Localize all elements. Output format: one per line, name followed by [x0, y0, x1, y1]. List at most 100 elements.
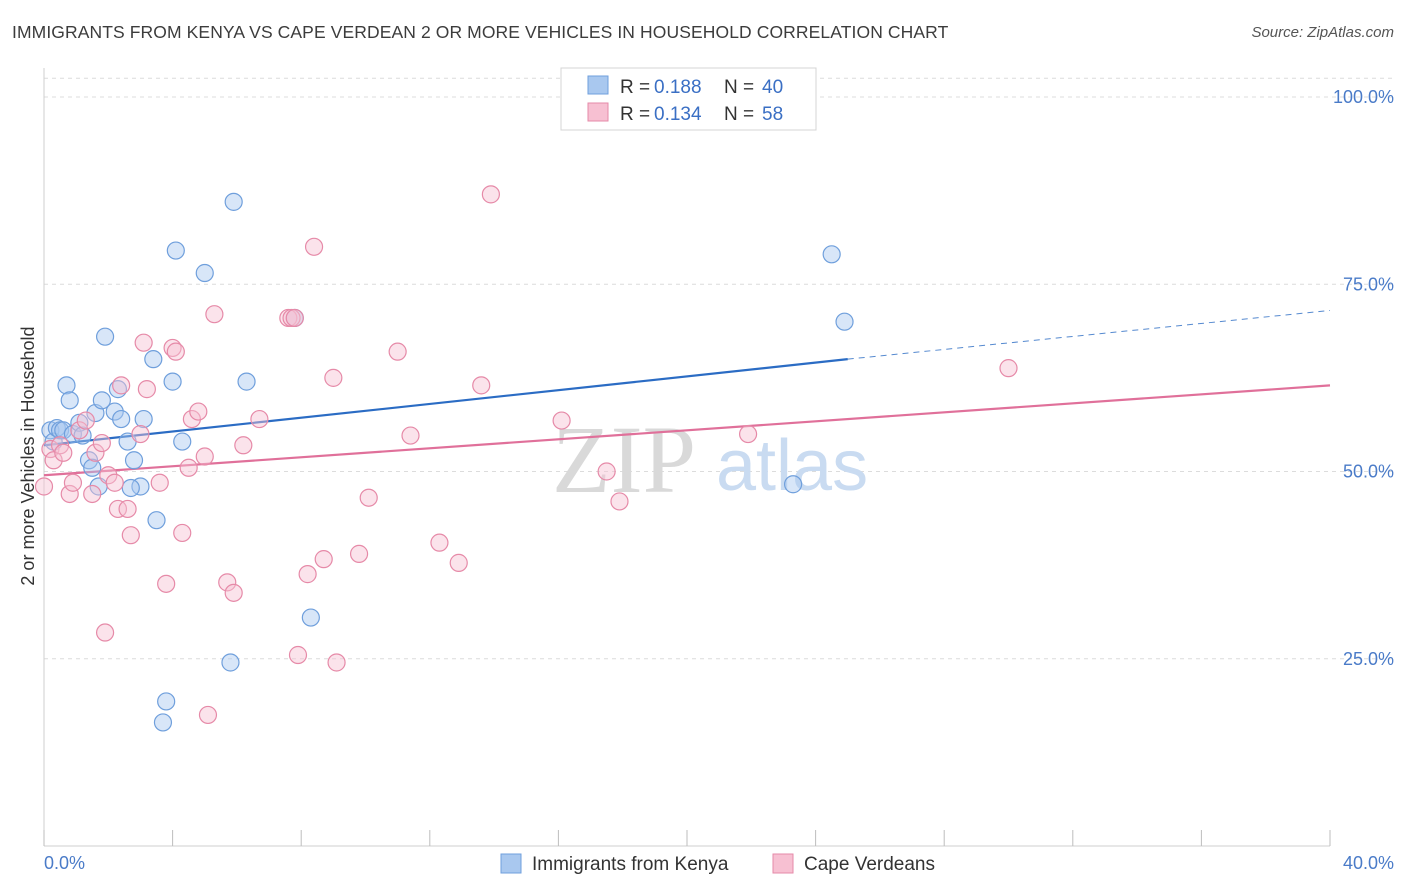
y-tick-labels: 25.0% 50.0% 75.0% 100.0% [1333, 87, 1394, 669]
point-s1-23 [157, 574, 176, 593]
chart-title: IMMIGRANTS FROM KENYA VS CAPE VERDEAN 2 … [12, 22, 949, 42]
y-tick-label-1: 50.0% [1343, 462, 1394, 482]
point-s1-18 [121, 526, 140, 545]
point-s0-37 [835, 312, 854, 331]
point-s1-43 [314, 550, 333, 569]
point-s0-22 [134, 409, 153, 429]
legend-r-label-1: R = [620, 77, 650, 98]
legend-r-label-2: R = [620, 104, 650, 125]
point-s1-42 [304, 237, 324, 256]
legend-n-value-1: 40 [762, 77, 783, 98]
y-tick-label-3: 100.0% [1333, 87, 1394, 107]
point-s1-34 [224, 583, 243, 602]
point-s1-11 [92, 433, 111, 453]
point-s1-46 [349, 544, 369, 563]
point-s1-21 [137, 380, 156, 399]
point-s1-10 [86, 443, 105, 462]
point-s1-28 [182, 409, 201, 429]
point-s1-14 [105, 473, 124, 492]
point-s1-55 [597, 462, 616, 481]
point-s1-4 [54, 443, 73, 462]
series-legend: Immigrants from Kenya Cape Verdeans [500, 853, 935, 875]
point-s0-9 [73, 426, 92, 445]
point-s1-27 [179, 458, 198, 477]
grid-lines [44, 77, 1394, 660]
legend-r-value-1: 0.188 [654, 77, 702, 98]
point-s1-29 [189, 402, 208, 421]
point-s1-44 [324, 368, 343, 387]
point-s1-57 [999, 359, 1018, 378]
point-s0-36 [822, 245, 841, 264]
legend-n-label-1: N = [724, 77, 754, 98]
y-axis-title: 2 or more Vehicles in Household [18, 326, 38, 585]
point-s0-14 [92, 391, 111, 410]
point-s0-32 [221, 653, 240, 672]
point-s1-51 [449, 553, 468, 572]
point-s0-27 [163, 372, 182, 391]
point-s0-23 [144, 350, 163, 369]
trend-line-0 [43, 358, 848, 447]
point-s0-33 [237, 372, 256, 391]
watermark-zip: ZIP [552, 406, 696, 513]
point-s1-48 [388, 342, 407, 361]
legend-swatch-cape-verdean [587, 102, 609, 122]
chart-source: Source: ZipAtlas.com [1251, 24, 1394, 41]
watermark-atlas: atlas [716, 426, 868, 506]
point-s0-18 [112, 409, 131, 429]
series-legend-swatch-kenya [500, 853, 522, 874]
point-s0-16 [105, 402, 124, 421]
x-tick-label-max: 40.0% [1343, 853, 1394, 873]
point-s1-52 [472, 376, 491, 395]
trend-lines [43, 309, 1331, 477]
point-s1-7 [70, 421, 89, 440]
point-s0-4 [54, 421, 73, 440]
trend-line-1 [43, 384, 1331, 477]
point-s1-32 [205, 305, 224, 324]
point-s1-53 [481, 185, 500, 204]
point-s1-16 [112, 376, 131, 395]
point-s1-35 [234, 436, 253, 455]
stats-legend: R = 0.188 N = 40 R = 0.134 N = 58 [560, 67, 817, 131]
point-s0-6 [60, 391, 79, 410]
trend-line-extension-0 [847, 309, 1331, 360]
point-s1-22 [150, 473, 169, 492]
point-s1-56 [610, 492, 629, 511]
point-s1-36 [250, 409, 269, 429]
point-s1-58 [738, 424, 758, 444]
point-s1-50 [430, 533, 449, 552]
point-s1-8 [76, 411, 95, 430]
point-s0-38 [783, 475, 803, 494]
legend-n-value-2: 58 [762, 104, 783, 125]
point-s0-28 [166, 241, 185, 260]
legend-r-value-2: 0.134 [654, 104, 702, 125]
point-s0-39 [121, 478, 140, 498]
point-s1-5 [60, 484, 79, 504]
point-s1-41 [298, 565, 317, 584]
point-s1-49 [401, 426, 420, 445]
point-s1-0 [34, 477, 54, 496]
point-s0-26 [157, 692, 176, 711]
point-s1-40 [288, 645, 308, 665]
point-s0-11 [83, 458, 102, 477]
legend-n-label-2: N = [724, 104, 754, 125]
legend-swatch-kenya [587, 75, 609, 95]
point-s0-15 [95, 327, 115, 346]
point-s1-47 [359, 488, 378, 507]
data-points [34, 185, 1018, 732]
point-s0-5 [57, 376, 76, 395]
point-s0-20 [124, 451, 144, 470]
point-s0-31 [224, 192, 243, 211]
y-tick-label-2: 75.0% [1343, 274, 1394, 294]
point-s0-21 [131, 477, 150, 496]
point-s1-54 [552, 411, 571, 430]
point-s0-35 [301, 608, 320, 627]
point-s1-45 [327, 653, 346, 672]
x-tick-label-min: 0.0% [44, 853, 85, 873]
point-s1-6 [63, 473, 83, 492]
point-s1-9 [83, 484, 102, 504]
point-s1-30 [195, 447, 214, 466]
point-s1-20 [134, 333, 153, 352]
point-s1-26 [173, 523, 192, 543]
series-legend-swatch-cape-verdean [772, 853, 794, 874]
point-s1-33 [218, 573, 237, 592]
